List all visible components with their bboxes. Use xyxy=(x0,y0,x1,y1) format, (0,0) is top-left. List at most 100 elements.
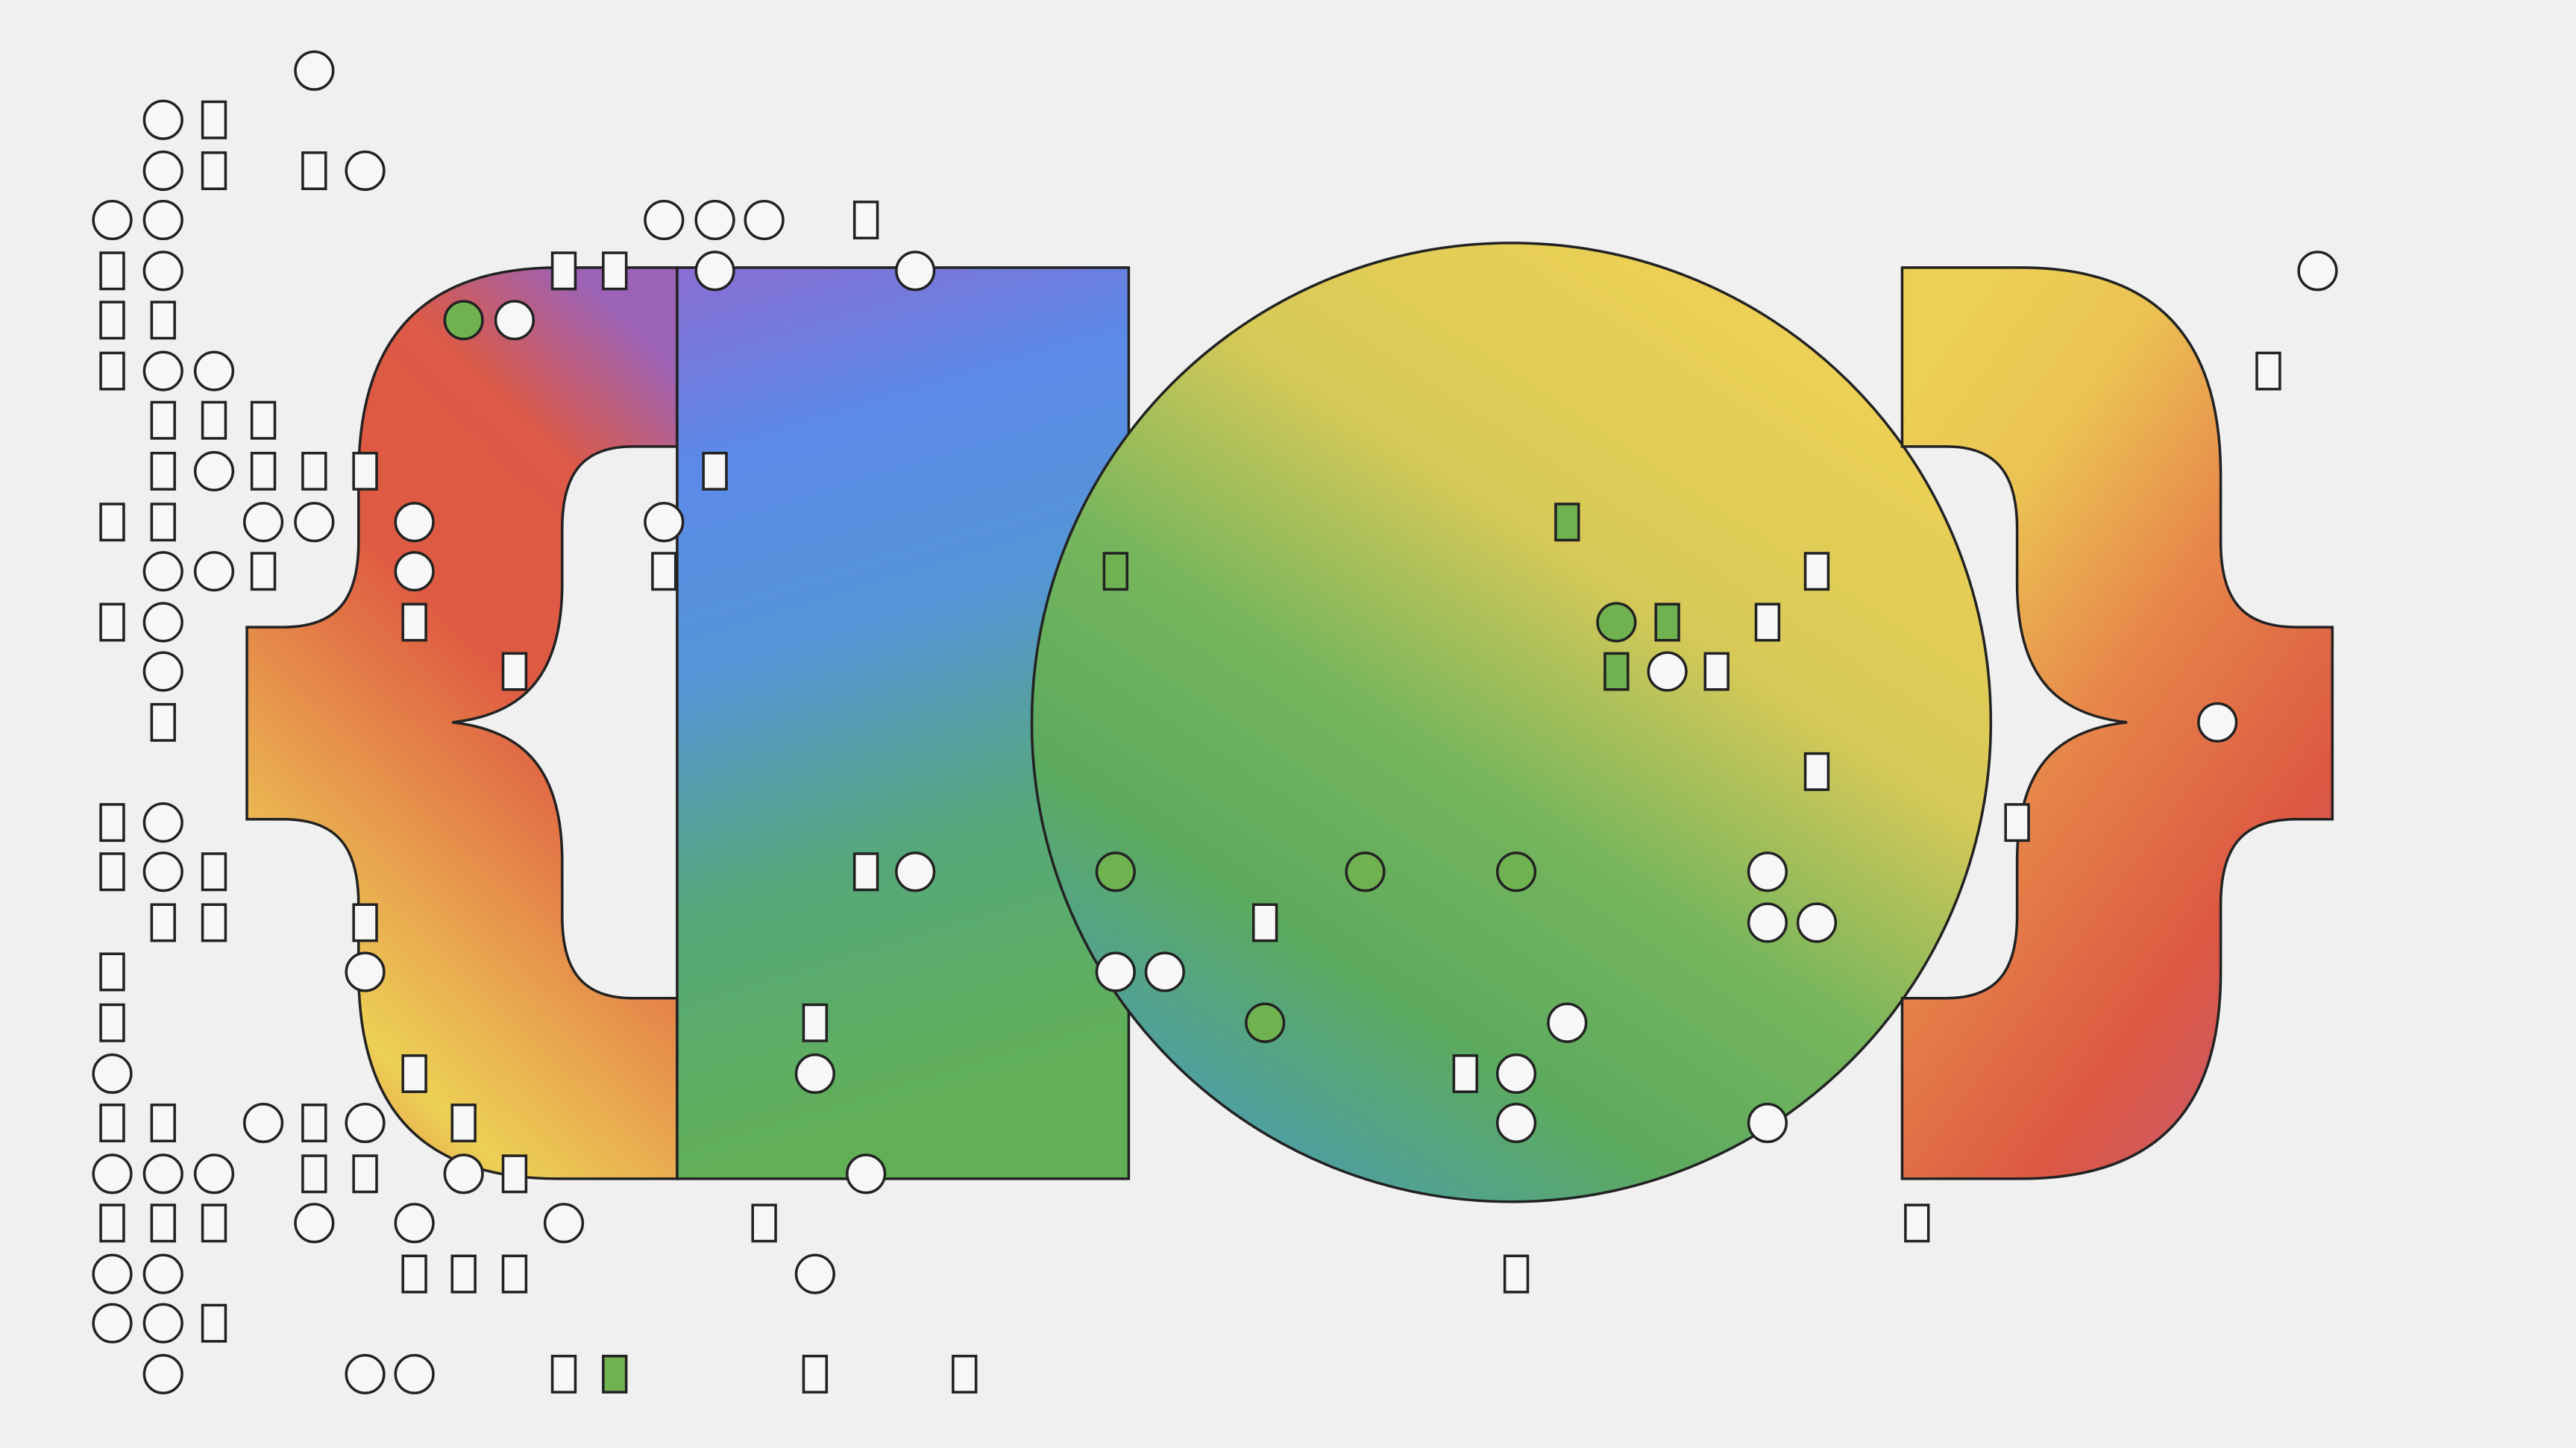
circle-marker xyxy=(1747,852,1788,893)
circle-marker xyxy=(694,199,735,241)
circle-marker xyxy=(193,551,235,592)
circle-marker xyxy=(394,1203,435,1244)
rect-marker xyxy=(150,451,176,491)
rect-marker xyxy=(201,903,227,942)
circle-marker xyxy=(1495,1102,1537,1144)
green-circle-marker xyxy=(1095,852,1136,893)
circle-marker xyxy=(92,199,133,241)
circle-marker xyxy=(345,150,386,192)
rect-marker xyxy=(99,251,125,291)
rect-marker xyxy=(250,451,277,491)
rect-marker xyxy=(201,400,227,440)
circle-marker xyxy=(794,1053,835,1095)
rect-marker xyxy=(99,852,125,892)
rect-marker xyxy=(150,503,176,542)
green-circle-marker xyxy=(1495,852,1537,893)
circle-marker xyxy=(92,1053,133,1095)
rect-marker xyxy=(201,1203,227,1243)
circle-marker xyxy=(142,802,183,843)
green-rect-marker xyxy=(1554,503,1580,542)
rect-marker xyxy=(450,1104,477,1143)
rect-marker xyxy=(550,1354,577,1394)
circle-marker xyxy=(1647,651,1688,692)
circle-marker xyxy=(1796,902,1838,943)
rect-marker xyxy=(99,602,125,642)
rect-marker xyxy=(1754,602,1781,642)
circle-marker xyxy=(193,1153,235,1194)
rect-marker xyxy=(150,400,176,440)
circle-marker xyxy=(142,651,183,692)
circle-marker xyxy=(142,350,183,391)
green-rect-marker xyxy=(602,1354,628,1394)
circle-marker xyxy=(794,1253,835,1294)
circle-marker xyxy=(242,502,284,543)
circle-marker xyxy=(142,602,183,643)
circle-marker xyxy=(1495,1053,1537,1095)
circle-marker xyxy=(142,1353,183,1395)
circle-marker xyxy=(142,852,183,893)
rect-marker xyxy=(1803,552,1830,591)
rect-marker xyxy=(602,251,628,291)
rect-marker xyxy=(352,903,378,942)
rect-marker xyxy=(201,852,227,892)
rect-marker xyxy=(201,100,227,139)
rect-marker xyxy=(99,1003,125,1042)
rect-marker xyxy=(501,1254,528,1294)
rect-marker xyxy=(150,300,176,340)
rect-marker xyxy=(301,1154,327,1194)
marker-layer xyxy=(92,50,2338,1395)
right-brace-shape xyxy=(1900,266,2334,1180)
rect-marker xyxy=(99,803,125,843)
circle-marker xyxy=(1547,1002,1588,1043)
rect-marker xyxy=(99,300,125,340)
rect-marker xyxy=(1904,1203,1930,1243)
rect-marker xyxy=(1703,652,1730,691)
rect-marker xyxy=(952,1354,978,1394)
circle-marker xyxy=(644,199,685,241)
rect-marker xyxy=(651,552,677,591)
rect-marker xyxy=(702,451,728,491)
rect-marker xyxy=(99,1104,125,1143)
circle-marker xyxy=(443,1153,484,1194)
rect-marker xyxy=(99,503,125,542)
green-circle-marker xyxy=(1345,852,1386,893)
circle-marker xyxy=(142,99,183,140)
circle-shape xyxy=(1030,242,1993,1203)
rect-marker xyxy=(2004,803,2030,843)
circle-marker xyxy=(895,251,936,292)
circle-marker xyxy=(92,1153,133,1194)
circle-marker xyxy=(2197,702,2238,743)
circle-marker xyxy=(1095,951,1136,992)
rect-marker xyxy=(852,852,879,892)
rect-marker xyxy=(401,1254,427,1294)
circle-marker xyxy=(394,502,435,543)
circle-marker xyxy=(294,50,335,91)
rect-marker xyxy=(401,1054,427,1093)
circle-marker xyxy=(2297,251,2338,292)
rect-marker xyxy=(150,1203,176,1243)
circle-marker xyxy=(394,551,435,592)
rect-marker xyxy=(352,451,378,491)
rect-marker xyxy=(150,702,176,742)
circle-marker xyxy=(142,251,183,292)
rect-marker xyxy=(1452,1054,1478,1093)
circle-marker xyxy=(92,1303,133,1344)
rect-marker xyxy=(1503,1254,1530,1294)
rect-marker xyxy=(2255,351,2281,391)
circle-marker xyxy=(142,1303,183,1344)
circle-marker xyxy=(345,1353,386,1395)
rect-marker xyxy=(250,552,277,591)
circle-marker xyxy=(1747,902,1788,943)
circle-marker xyxy=(345,1102,386,1144)
circle-marker xyxy=(394,1353,435,1395)
rect-marker xyxy=(99,952,125,992)
circle-marker xyxy=(345,951,386,992)
circle-marker xyxy=(846,1153,887,1194)
rect-marker xyxy=(250,400,277,440)
left-brace-shape xyxy=(245,266,679,1180)
rect-marker xyxy=(501,1154,528,1194)
rect-marker xyxy=(99,351,125,391)
circle-marker xyxy=(294,1203,335,1244)
green-circle-marker xyxy=(443,300,484,341)
